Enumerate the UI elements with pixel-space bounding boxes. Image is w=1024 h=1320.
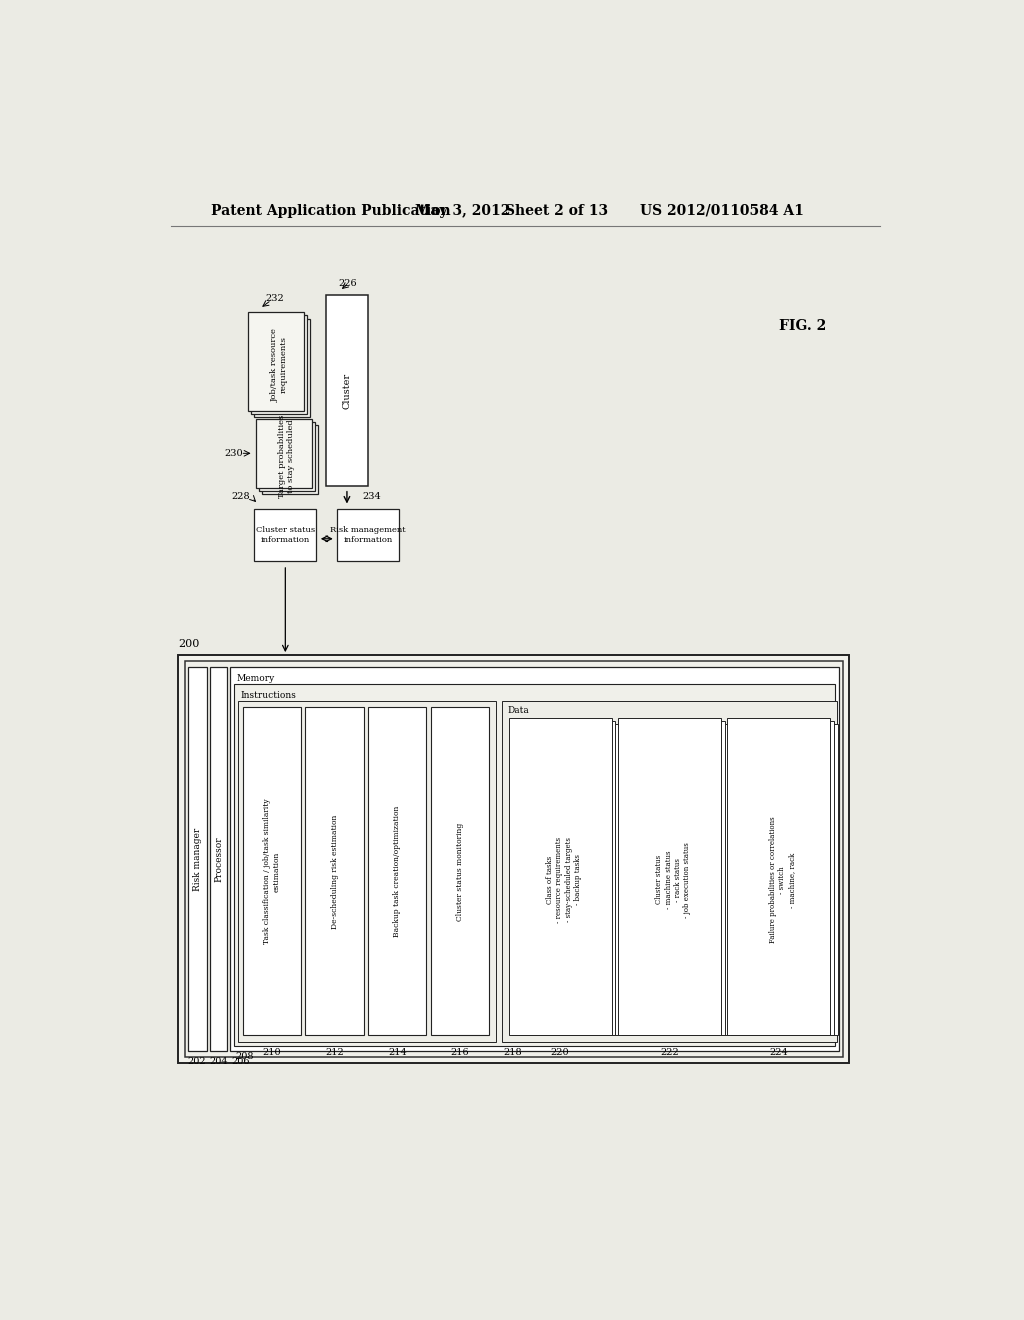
Bar: [305, 708, 364, 1035]
Bar: [337, 508, 399, 561]
Bar: [326, 296, 369, 487]
Text: 232: 232: [266, 294, 285, 304]
Text: Failure probabilities or correlations
- switch
- machine, rack: Failure probabilities or correlations - …: [769, 817, 796, 944]
Bar: [188, 668, 207, 1051]
Bar: [234, 684, 835, 1047]
Bar: [727, 718, 830, 1035]
Text: Backup task creation/optimization: Backup task creation/optimization: [393, 805, 401, 937]
Text: Class of tasks
- resource requirements
- stay-scheduled targets
- backup tasks: Class of tasks - resource requirements -…: [546, 837, 582, 923]
Bar: [184, 661, 843, 1057]
Bar: [626, 725, 729, 1035]
Bar: [256, 418, 311, 488]
Text: Instructions: Instructions: [241, 690, 296, 700]
Text: 202: 202: [187, 1057, 206, 1067]
Text: US 2012/0110584 A1: US 2012/0110584 A1: [640, 203, 804, 218]
Text: Target probabilities
to stay scheduled: Target probabilities to stay scheduled: [279, 414, 296, 498]
Text: 204: 204: [209, 1057, 228, 1067]
Text: Cluster status monitoring: Cluster status monitoring: [456, 822, 464, 920]
Bar: [178, 655, 849, 1063]
Text: Job/task resource
requirements: Job/task resource requirements: [270, 327, 288, 401]
Text: 200: 200: [178, 639, 200, 649]
Text: Memory: Memory: [237, 673, 274, 682]
Text: 230: 230: [225, 449, 244, 458]
Text: FIG. 2: FIG. 2: [778, 319, 826, 333]
Bar: [369, 708, 426, 1035]
Bar: [262, 425, 317, 494]
Bar: [512, 721, 615, 1035]
Text: May 3, 2012: May 3, 2012: [415, 203, 510, 218]
Bar: [254, 318, 310, 417]
Bar: [509, 718, 611, 1035]
Bar: [259, 422, 314, 491]
Text: Cluster: Cluster: [342, 372, 351, 409]
Text: Data: Data: [507, 706, 528, 715]
Bar: [622, 721, 725, 1035]
Text: Risk manager: Risk manager: [194, 828, 203, 891]
Bar: [238, 701, 496, 1041]
Text: 208: 208: [236, 1052, 254, 1061]
Text: De-scheduling risk estimation: De-scheduling risk estimation: [331, 814, 339, 928]
Text: 222: 222: [659, 1048, 679, 1057]
Bar: [248, 313, 304, 411]
Text: 220: 220: [551, 1048, 569, 1057]
Bar: [731, 721, 834, 1035]
Text: 234: 234: [362, 492, 382, 500]
Bar: [251, 315, 307, 414]
Text: 226: 226: [338, 279, 356, 288]
Bar: [254, 508, 316, 561]
Text: 206: 206: [231, 1057, 250, 1067]
Text: Risk management
information: Risk management information: [331, 527, 407, 544]
Text: 210: 210: [262, 1048, 281, 1057]
Bar: [210, 668, 227, 1051]
Bar: [516, 725, 620, 1035]
Bar: [503, 701, 838, 1041]
Text: Cluster status
- machine status
- rack status
- job execution status: Cluster status - machine status - rack s…: [655, 842, 691, 917]
Text: Cluster status
information: Cluster status information: [256, 527, 315, 544]
Bar: [617, 718, 721, 1035]
Text: 224: 224: [769, 1048, 788, 1057]
Text: 212: 212: [326, 1048, 344, 1057]
Text: Processor: Processor: [214, 837, 223, 882]
Text: 228: 228: [231, 492, 251, 500]
Text: 216: 216: [451, 1048, 469, 1057]
Text: Sheet 2 of 13: Sheet 2 of 13: [506, 203, 608, 218]
Bar: [230, 668, 839, 1051]
Text: Task classification / job/task similarity
estimation: Task classification / job/task similarit…: [263, 799, 281, 944]
Text: Patent Application Publication: Patent Application Publication: [211, 203, 451, 218]
Text: 218: 218: [504, 1048, 522, 1057]
Bar: [431, 708, 489, 1035]
Bar: [243, 708, 301, 1035]
Text: 214: 214: [388, 1048, 407, 1057]
Bar: [735, 725, 838, 1035]
